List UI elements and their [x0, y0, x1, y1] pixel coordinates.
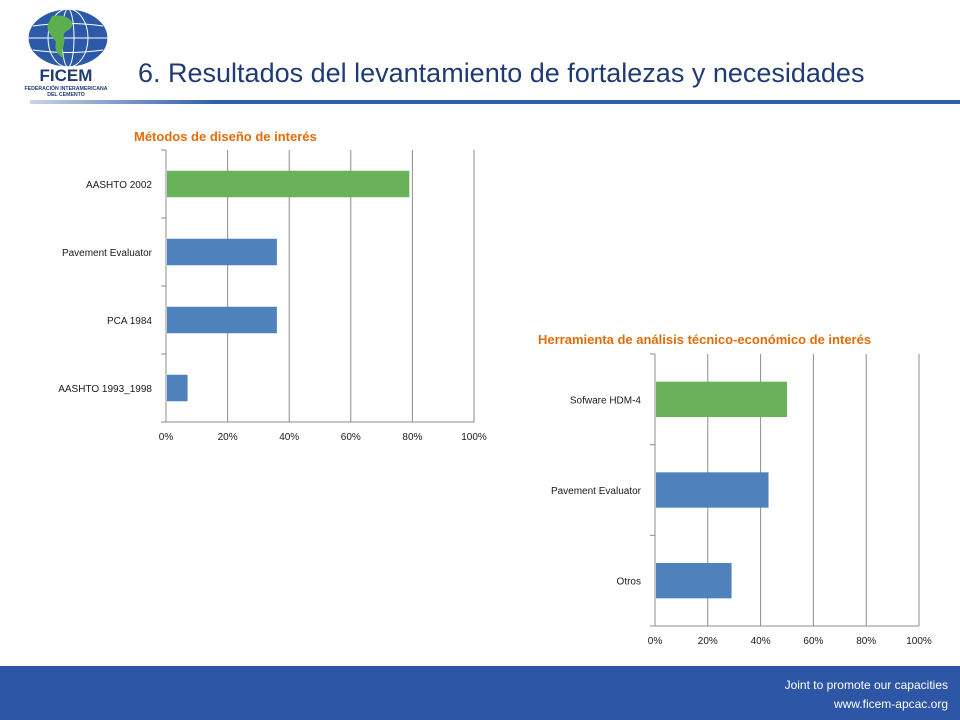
x-tick-label: 100%	[461, 432, 487, 443]
category-label: PCA 1984	[107, 316, 152, 327]
design-methods-chart-plot: 0% 20% 40% 60% 80% 100% AASHTO 2002 Pavement Ev…	[58, 149, 487, 443]
analysis-tools-chart-plot: 0% 20% 40% 60% 80% 100% Sofware HDM-4 Pavement …	[551, 353, 932, 647]
logo-subtitle-1: FEDERACIÓN INTERAMERICANA	[25, 84, 108, 92]
chart-title: Métodos de diseño de interés	[134, 129, 317, 144]
category-label: Pavement Evaluator	[551, 486, 642, 497]
x-tick-label: 60%	[803, 636, 823, 647]
x-tick-label: 60%	[341, 432, 361, 443]
x-tick-label: 0%	[159, 432, 174, 443]
x-tick-label: 40%	[279, 432, 299, 443]
category-label: Pavement Evaluator	[62, 248, 153, 259]
x-tick-label: 0%	[648, 636, 663, 647]
design-methods-chart: 0% 20% 40% 60% 80% 100% AASHTO 2002 Pavement Ev…	[0, 118, 500, 458]
category-label: AASHTO 2002	[86, 180, 152, 191]
footer-tagline: Joint to promote our capacities	[784, 678, 948, 692]
bar	[167, 306, 277, 334]
x-tick-label: 80%	[856, 636, 876, 647]
globe-icon: FICEM FEDERACIÓN INTERAMERICANA DEL CEME…	[25, 8, 109, 98]
category-label: AASHTO 1993_1998	[58, 384, 152, 395]
x-tick-label: 100%	[906, 636, 932, 647]
bar	[167, 170, 410, 198]
page-title: 6. Resultados del levantamiento de forta…	[138, 58, 865, 88]
bar	[167, 374, 188, 402]
footer-bar: Joint to promote our capacities www.fice…	[0, 666, 960, 720]
footer-website-link[interactable]: www.ficem-apcac.org	[833, 697, 948, 711]
x-tick-label: 40%	[751, 636, 771, 647]
bar	[656, 381, 787, 418]
category-label: Otros	[617, 577, 641, 588]
chart-title: Herramienta de análisis técnico-económic…	[538, 332, 872, 347]
analysis-tools-chart: 0% 20% 40% 60% 80% 100% Sofware HDM-4 Pavement …	[500, 322, 960, 652]
x-tick-label: 80%	[402, 432, 422, 443]
category-label: Sofware HDM-4	[570, 395, 642, 406]
ficem-logo: FICEM FEDERACIÓN INTERAMERICANA DEL CEME…	[22, 6, 122, 98]
x-tick-label: 20%	[698, 636, 718, 647]
bar	[656, 562, 732, 599]
logo-subtitle-2: DEL CEMENTO	[47, 92, 85, 98]
title-divider	[30, 100, 960, 104]
bar	[167, 238, 277, 266]
x-tick-label: 20%	[218, 432, 238, 443]
logo-name: FICEM	[40, 66, 93, 85]
bar	[656, 472, 769, 508]
